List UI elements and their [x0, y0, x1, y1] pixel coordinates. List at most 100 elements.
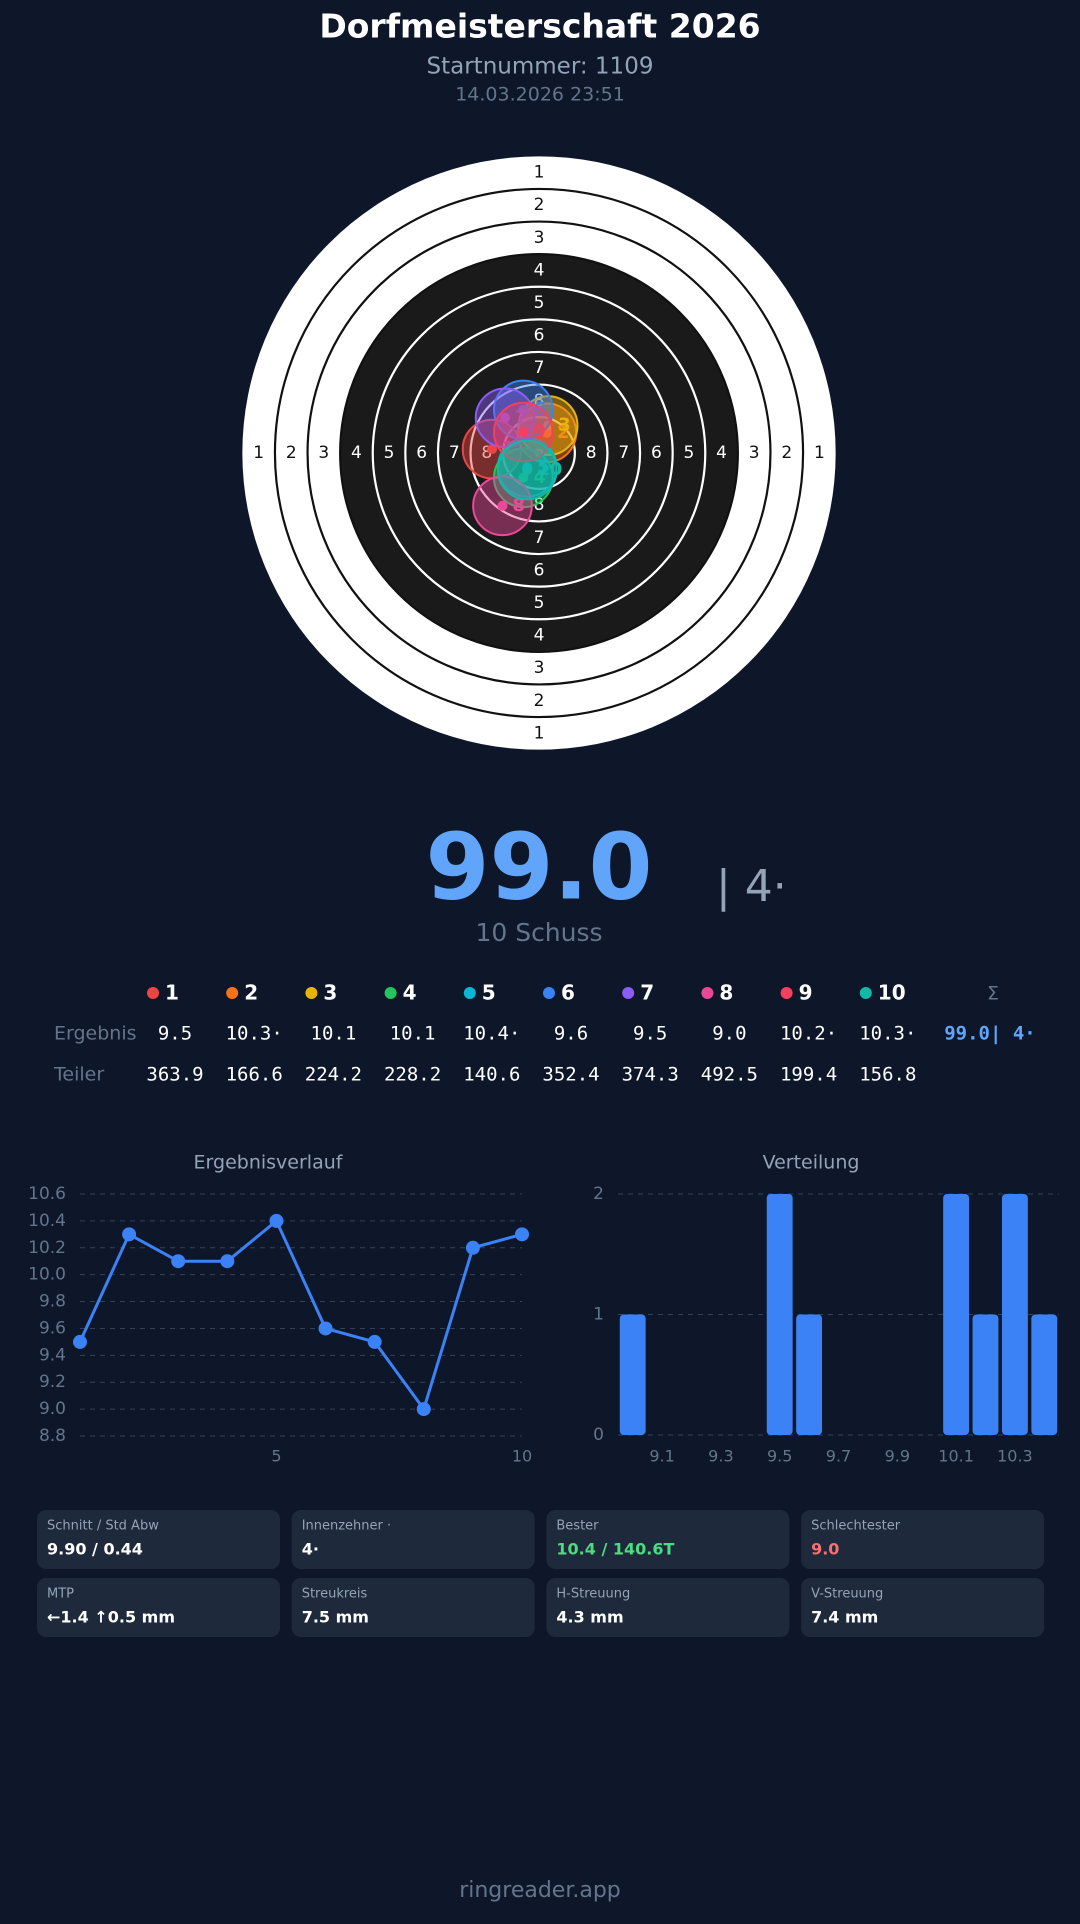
point — [465, 1240, 480, 1255]
ring-label: 1 — [253, 443, 264, 463]
stat-card — [546, 1578, 790, 1637]
ring-label: 2 — [286, 443, 297, 463]
stat-label: MTP — [47, 1587, 74, 1602]
cell: 228.2 — [384, 1064, 441, 1086]
ring-label: 7 — [618, 443, 629, 463]
y-tick-label: 2 — [593, 1184, 604, 1204]
shot-label: 4 — [533, 467, 546, 488]
shot-center — [497, 500, 508, 511]
ring-label: 5 — [384, 443, 395, 463]
shot-label: 9 — [533, 421, 546, 442]
cell: 352.4 — [542, 1064, 599, 1086]
y-tick-label: 0 — [593, 1425, 604, 1445]
point — [73, 1334, 87, 1349]
shot-label: 5 — [537, 456, 550, 477]
cell: 492.5 — [701, 1064, 758, 1086]
point — [122, 1227, 137, 1242]
chart-title: Verteilung — [763, 1152, 860, 1174]
x-tick-label: 9.5 — [767, 1447, 792, 1466]
shot-center — [522, 464, 533, 475]
title: Dorfmeisterschaft 2026 — [319, 7, 760, 46]
cell: 10.2· — [780, 1023, 837, 1045]
column-header: 6 — [561, 981, 575, 1005]
column-header: 9 — [799, 981, 813, 1005]
point — [416, 1402, 431, 1417]
y-tick-label: 10.6 — [28, 1184, 66, 1204]
stat-card — [801, 1578, 1045, 1637]
stat-label: Schnitt / Std Abw — [47, 1519, 159, 1534]
legend-dot — [780, 987, 793, 999]
ring-label: 3 — [318, 443, 329, 463]
y-tick-label: 9.6 — [39, 1318, 66, 1338]
sum-cell: 99.0| 4· — [944, 1023, 1036, 1045]
stat-value: 4· — [302, 1540, 319, 1559]
cell: 166.6 — [226, 1064, 283, 1086]
ring-label: 8 — [534, 495, 545, 515]
bar — [1001, 1194, 1028, 1435]
ring-label: 7 — [449, 443, 460, 463]
cell: 10.1 — [390, 1023, 436, 1045]
legend-dot — [622, 987, 635, 999]
start-number: Startnummer: 1109 — [427, 54, 654, 80]
y-tick-label: 10.2 — [28, 1238, 66, 1258]
ring-label: 5 — [534, 593, 545, 613]
y-tick-label: 8.8 — [39, 1426, 66, 1446]
ring-label: 1 — [814, 443, 825, 463]
shot-label: 10 — [537, 459, 562, 480]
stat-card — [37, 1578, 280, 1637]
ring-label: 8 — [534, 391, 545, 411]
y-tick-label: 9.2 — [39, 1372, 66, 1392]
stat-value: 9.0 — [811, 1540, 839, 1559]
shot-label: 8 — [512, 495, 525, 516]
ring-label: 7 — [534, 528, 545, 548]
bar — [796, 1314, 823, 1435]
shot-center — [518, 472, 529, 483]
column-header: 5 — [482, 981, 496, 1005]
column-header: 10 — [878, 981, 906, 1005]
legend-dot — [859, 987, 872, 999]
stat-card — [291, 1578, 535, 1637]
cell: 10.1 — [311, 1023, 357, 1045]
cell: 9.5 — [633, 1023, 667, 1045]
stat-value: 7.4 mm — [811, 1608, 878, 1627]
ring-label: 7 — [534, 358, 545, 378]
ring-label: 3 — [534, 228, 545, 248]
x-tick-label: 9.3 — [708, 1447, 733, 1466]
x-tick-label: 9.1 — [649, 1447, 674, 1466]
row-label: Ergebnis — [54, 1023, 137, 1045]
shot-label: 7 — [515, 407, 528, 428]
point — [367, 1334, 382, 1349]
point — [515, 1227, 529, 1242]
shot-table: 1 2 3 4 5 6 7 8 9 10 Σ Ergebnis 9.5 10.3· 10.1 10.1 10.4… — [53, 981, 1036, 1086]
point — [318, 1321, 333, 1336]
ring-label: 5 — [684, 443, 695, 463]
stat-value: 7.5 mm — [302, 1608, 369, 1627]
stat-label: Schlechtester — [811, 1519, 901, 1534]
shot-label: 3 — [558, 415, 571, 436]
ring-label: 6 — [534, 560, 545, 580]
x-tick-label: 5 — [271, 1447, 281, 1466]
ring-label: 3 — [749, 443, 760, 463]
shot-center — [518, 404, 529, 415]
x-tick-label: 9.7 — [826, 1447, 851, 1466]
stat-value: 4.3 mm — [556, 1608, 623, 1627]
ring-label: 6 — [534, 326, 545, 346]
cell: 199.4 — [780, 1064, 837, 1086]
ring-label: 6 — [651, 443, 662, 463]
cell: 224.2 — [305, 1064, 362, 1086]
stat-label: Bester — [556, 1519, 599, 1534]
bar — [766, 1194, 793, 1435]
legend-dot — [463, 987, 476, 999]
legend-dot — [226, 987, 239, 999]
cell: 9.5 — [158, 1023, 192, 1045]
legend-dot — [384, 987, 397, 999]
ring-label: 2 — [534, 691, 545, 711]
y-tick-label: 10.4 — [28, 1211, 66, 1231]
bar — [1031, 1314, 1058, 1435]
stat-label: Innenzehner · — [302, 1519, 391, 1534]
ring-label: 4 — [716, 443, 727, 463]
point — [171, 1254, 186, 1269]
chart-title: Ergebnisverlauf — [194, 1152, 344, 1174]
